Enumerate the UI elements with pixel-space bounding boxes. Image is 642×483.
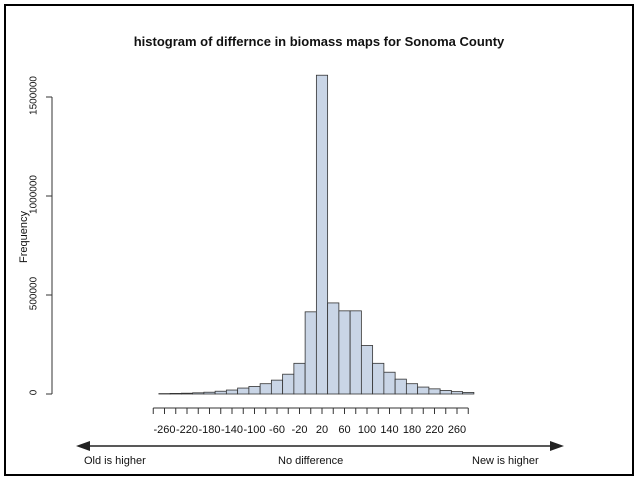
histogram-plot <box>46 74 564 451</box>
arrow-head-left <box>76 441 90 451</box>
x-tick-label: -260 <box>153 424 176 436</box>
x-tick-label: 60 <box>338 424 351 436</box>
histogram-bar-3 <box>192 392 205 395</box>
x-tick-label: 20 <box>315 424 329 436</box>
histogram-bar-5 <box>214 390 227 395</box>
x-tick-label: -220 <box>175 424 199 436</box>
histogram-bar-9 <box>259 383 272 395</box>
annotation-center: No difference <box>278 455 344 467</box>
x-tick-label: 260 <box>447 424 467 436</box>
histogram-bar-16 <box>338 310 351 395</box>
x-tick-label: -180 <box>198 424 221 436</box>
x-tick-label: -60 <box>269 424 285 436</box>
histogram-bar-1 <box>169 393 182 395</box>
annotation-right: New is higher <box>472 455 539 467</box>
histogram-bar-26 <box>450 391 464 395</box>
annotation-left: Old is higher <box>84 455 146 467</box>
histogram-bar-25 <box>439 390 452 395</box>
histogram-bar-6 <box>225 389 239 395</box>
histogram-bar-17 <box>349 310 362 395</box>
x-tick-label: -20 <box>291 424 308 436</box>
arrow-head-right <box>550 441 564 451</box>
histogram-bar-2 <box>180 392 194 395</box>
x-tick-label: 220 <box>425 424 444 436</box>
x-tick-label: -100 <box>243 424 266 436</box>
histogram-bar-12 <box>293 362 306 395</box>
histogram-bar-13 <box>304 311 317 395</box>
histogram-bar-20 <box>383 371 396 395</box>
x-tick-label: 100 <box>357 424 377 436</box>
chart-title: histogram of differnce in biomass maps f… <box>133 34 505 49</box>
histogram-bar-23 <box>417 386 430 395</box>
chart-frame: histogram of differnce in biomass maps f… <box>4 4 634 476</box>
histogram-bar-24 <box>428 388 441 395</box>
histogram-bar-11 <box>282 373 295 395</box>
histogram-bar-18 <box>360 345 374 395</box>
x-tick-label: -140 <box>220 424 244 436</box>
histogram-bar-4 <box>203 391 216 395</box>
histogram-bar-19 <box>372 362 385 395</box>
x-tick-label: 140 <box>380 424 399 436</box>
histogram-bar-10 <box>270 379 284 395</box>
histogram-bar-7 <box>237 387 250 395</box>
histogram-bar-22 <box>405 383 419 395</box>
histogram-bar-15 <box>327 302 340 395</box>
histogram-bar-27 <box>462 392 475 395</box>
x-tick-label: 180 <box>402 424 422 436</box>
histogram-bar-14 <box>315 74 329 395</box>
histogram-bar-21 <box>394 378 407 395</box>
histogram-bar-8 <box>248 386 261 395</box>
